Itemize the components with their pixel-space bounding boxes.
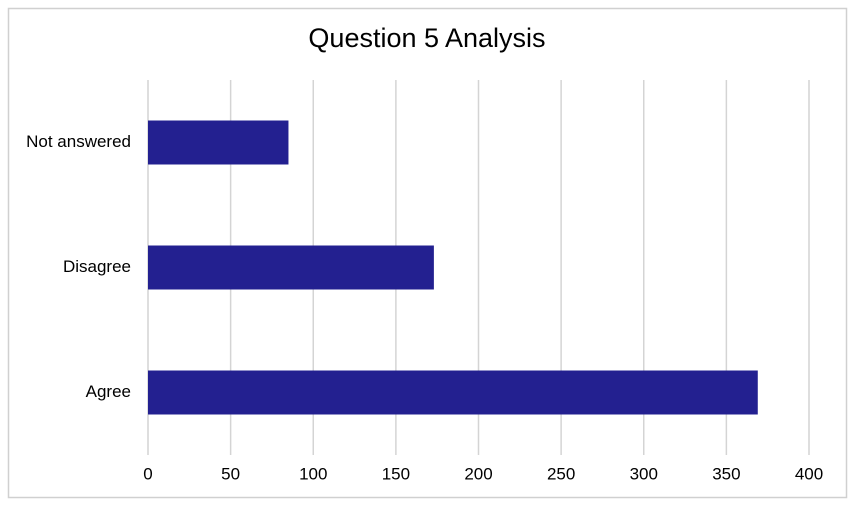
x-tick-label: 250 — [547, 464, 575, 483]
x-tick-label: 300 — [630, 464, 658, 483]
x-tick-label: 0 — [143, 464, 152, 483]
x-tick-label: 350 — [712, 464, 740, 483]
bar — [148, 120, 289, 165]
bar — [148, 245, 434, 290]
x-tick-label: 400 — [795, 464, 823, 483]
y-tick-label: Disagree — [63, 257, 131, 276]
bar — [148, 370, 758, 415]
chart-title: Question 5 Analysis — [308, 23, 545, 53]
x-tick-label: 150 — [382, 464, 410, 483]
x-tick-label: 200 — [464, 464, 492, 483]
x-tick-label: 50 — [221, 464, 240, 483]
x-tick-label: 100 — [299, 464, 327, 483]
y-tick-label: Not answered — [26, 132, 131, 151]
y-tick-label: Agree — [86, 382, 131, 401]
